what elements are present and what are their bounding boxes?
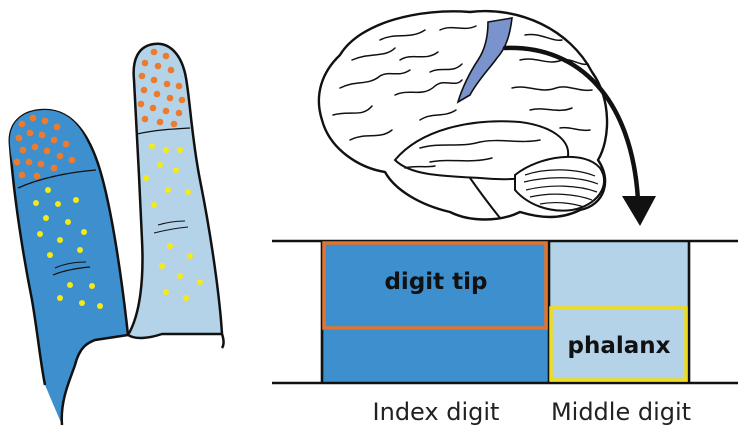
middle-crease-2 <box>157 220 186 226</box>
digit-tip-box <box>322 241 548 330</box>
middle-tip-boundary <box>136 127 191 135</box>
middle-finger <box>126 42 225 349</box>
index-finger <box>8 108 130 426</box>
index-finger-shape <box>8 108 130 426</box>
digit-tip-label: digit tip <box>384 269 487 295</box>
brain-icon <box>317 9 609 221</box>
middle-crease-1 <box>153 226 189 234</box>
middle-digit-region <box>549 242 689 382</box>
index-phalanx-dots <box>33 187 103 309</box>
cerebellum-folia <box>523 169 599 208</box>
index-digit-region <box>322 242 549 382</box>
phalanx-box <box>549 306 688 382</box>
middle-digit-label: Middle digit <box>551 398 691 426</box>
index-tip-boundary <box>17 169 97 189</box>
brain-sulci <box>332 25 593 169</box>
middle-phalanx-dots <box>143 143 203 301</box>
arrow-shaft <box>502 45 641 203</box>
digit-map: digit tip phalanx Index digit Middle dig… <box>272 239 738 426</box>
curved-arrow-icon <box>502 45 656 226</box>
index-tip-shape <box>9 110 97 188</box>
index-crease-1 <box>52 266 91 276</box>
brain-highlight-gyrus <box>456 17 513 104</box>
middle-finger-right-extension <box>220 333 225 349</box>
middle-tip-dots <box>137 48 186 128</box>
index-tip-dots <box>13 114 76 180</box>
middle-finger-shape <box>126 42 224 340</box>
phalanx-label: phalanx <box>568 333 671 359</box>
brainstem <box>469 177 501 219</box>
arrow-head <box>622 196 656 226</box>
index-crease-2 <box>54 261 87 269</box>
index-digit-label: Index digit <box>373 398 500 426</box>
